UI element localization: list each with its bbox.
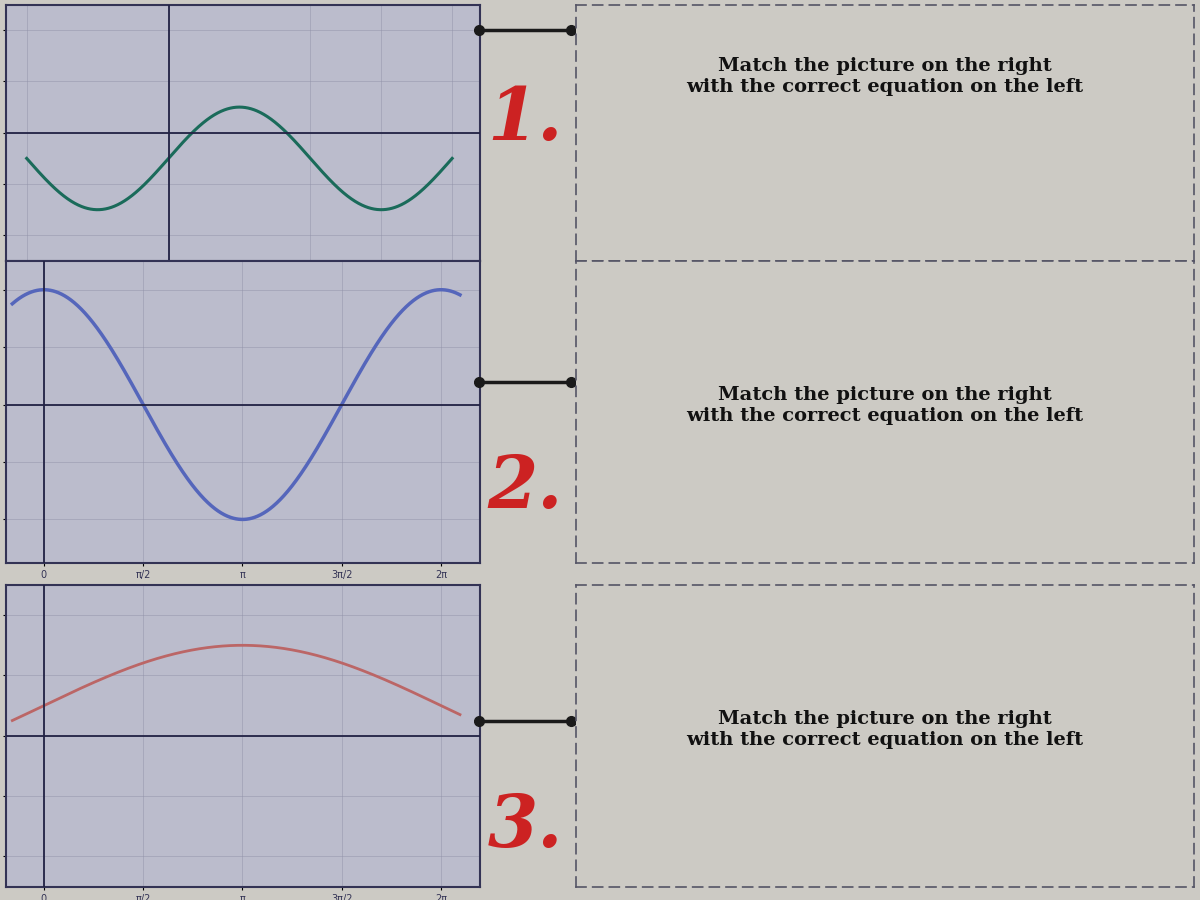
Text: Match the picture on the right
with the correct equation on the left: Match the picture on the right with the … [686,386,1084,425]
Text: 3.: 3. [487,791,563,861]
Text: Match the picture on the right
with the correct equation on the left: Match the picture on the right with the … [686,710,1084,749]
Text: 1.: 1. [487,85,563,156]
Text: Match the picture on the right
with the correct equation on the left: Match the picture on the right with the … [686,57,1084,95]
Text: 2.: 2. [487,452,563,523]
